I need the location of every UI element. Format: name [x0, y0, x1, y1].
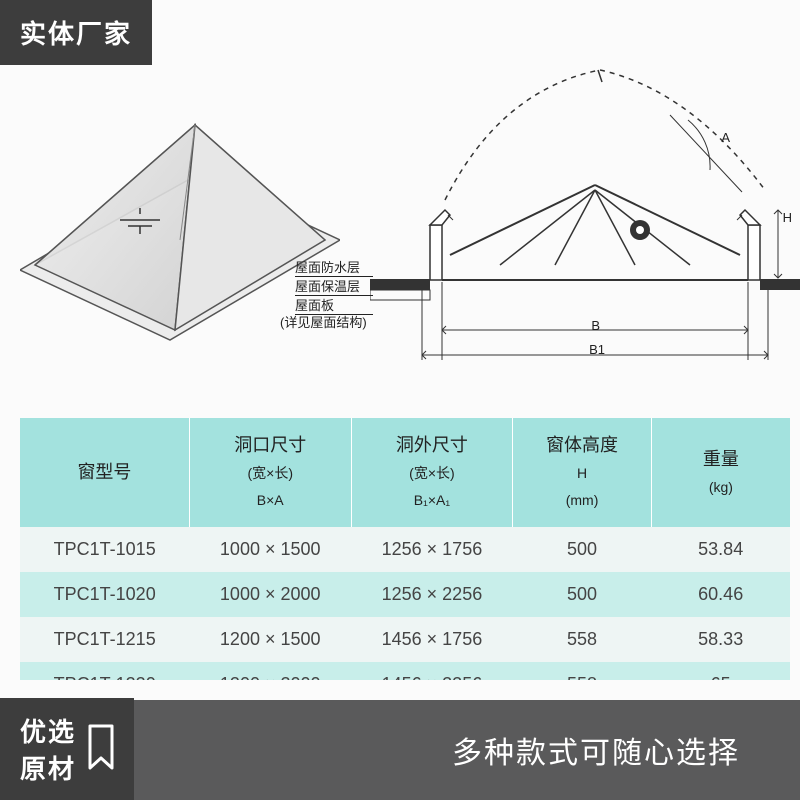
dim-label-B: B	[591, 318, 600, 333]
badge-top-left: 实体厂家	[0, 0, 152, 65]
th-outer: 洞外尺寸 (宽×长) B₁×A₁	[351, 418, 513, 527]
callout-insulation: 屋面保温层	[295, 276, 373, 296]
dim-label-angle: A	[721, 130, 730, 145]
th-height: 窗体高度 H (mm)	[513, 418, 652, 527]
table-row: TPC1T-1020 1000 × 2000 1256 × 2256 500 6…	[20, 572, 790, 617]
figure-area: H B B1 A 屋面防水层 屋面保温层 屋面板 (详见屋面结构)	[0, 60, 800, 410]
dim-label-H: H	[783, 210, 792, 225]
table-row: TPC1T-1215 1200 × 1500 1456 × 1756 558 5…	[20, 617, 790, 662]
badge-bottom-left-text: 优选原材	[20, 712, 76, 786]
callout-note: (详见屋面结构)	[280, 312, 367, 331]
skylight-cross-section	[370, 60, 800, 400]
badge-bottom-left: 优选原材	[0, 698, 134, 800]
table-row: TPC1T-1015 1000 × 1500 1256 × 1756 500 5…	[20, 527, 790, 572]
skylight-3d-illustration	[20, 90, 340, 350]
th-opening: 洞口尺寸 (宽×长) B×A	[189, 418, 351, 527]
bookmark-icon	[88, 724, 114, 774]
callout-waterproof: 屋面防水层	[295, 257, 373, 277]
footer-text: 多种款式可随心选择	[452, 728, 740, 772]
spec-table: 窗型号 洞口尺寸 (宽×长) B×A 洞外尺寸 (宽×长) B₁×A₁ 窗体高度	[20, 418, 790, 680]
badge-top-left-text: 实体厂家	[20, 19, 132, 49]
table-header-row: 窗型号 洞口尺寸 (宽×长) B×A 洞外尺寸 (宽×长) B₁×A₁ 窗体高度	[20, 418, 790, 527]
dim-label-B1: B1	[589, 342, 605, 357]
table-row: TPC1T-1220 1200 × 2000 1456 × 2256 558 6…	[20, 662, 790, 680]
table-body: TPC1T-1015 1000 × 1500 1256 × 1756 500 5…	[20, 527, 790, 680]
spec-table-wrap: 窗型号 洞口尺寸 (宽×长) B×A 洞外尺寸 (宽×长) B₁×A₁ 窗体高度	[20, 418, 790, 680]
th-weight: 重量 (kg)	[651, 418, 790, 527]
th-model: 窗型号	[20, 418, 189, 527]
